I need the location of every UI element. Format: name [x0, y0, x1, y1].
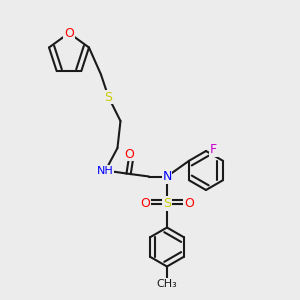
Text: O: O: [64, 26, 74, 40]
Text: O: O: [140, 197, 150, 210]
Text: O: O: [124, 148, 134, 160]
Text: N: N: [162, 170, 172, 183]
Text: S: S: [104, 91, 112, 103]
Text: CH₃: CH₃: [157, 279, 177, 289]
Text: S: S: [163, 197, 171, 210]
Text: O: O: [184, 197, 194, 210]
Text: F: F: [210, 143, 217, 156]
Text: NH: NH: [97, 166, 114, 176]
